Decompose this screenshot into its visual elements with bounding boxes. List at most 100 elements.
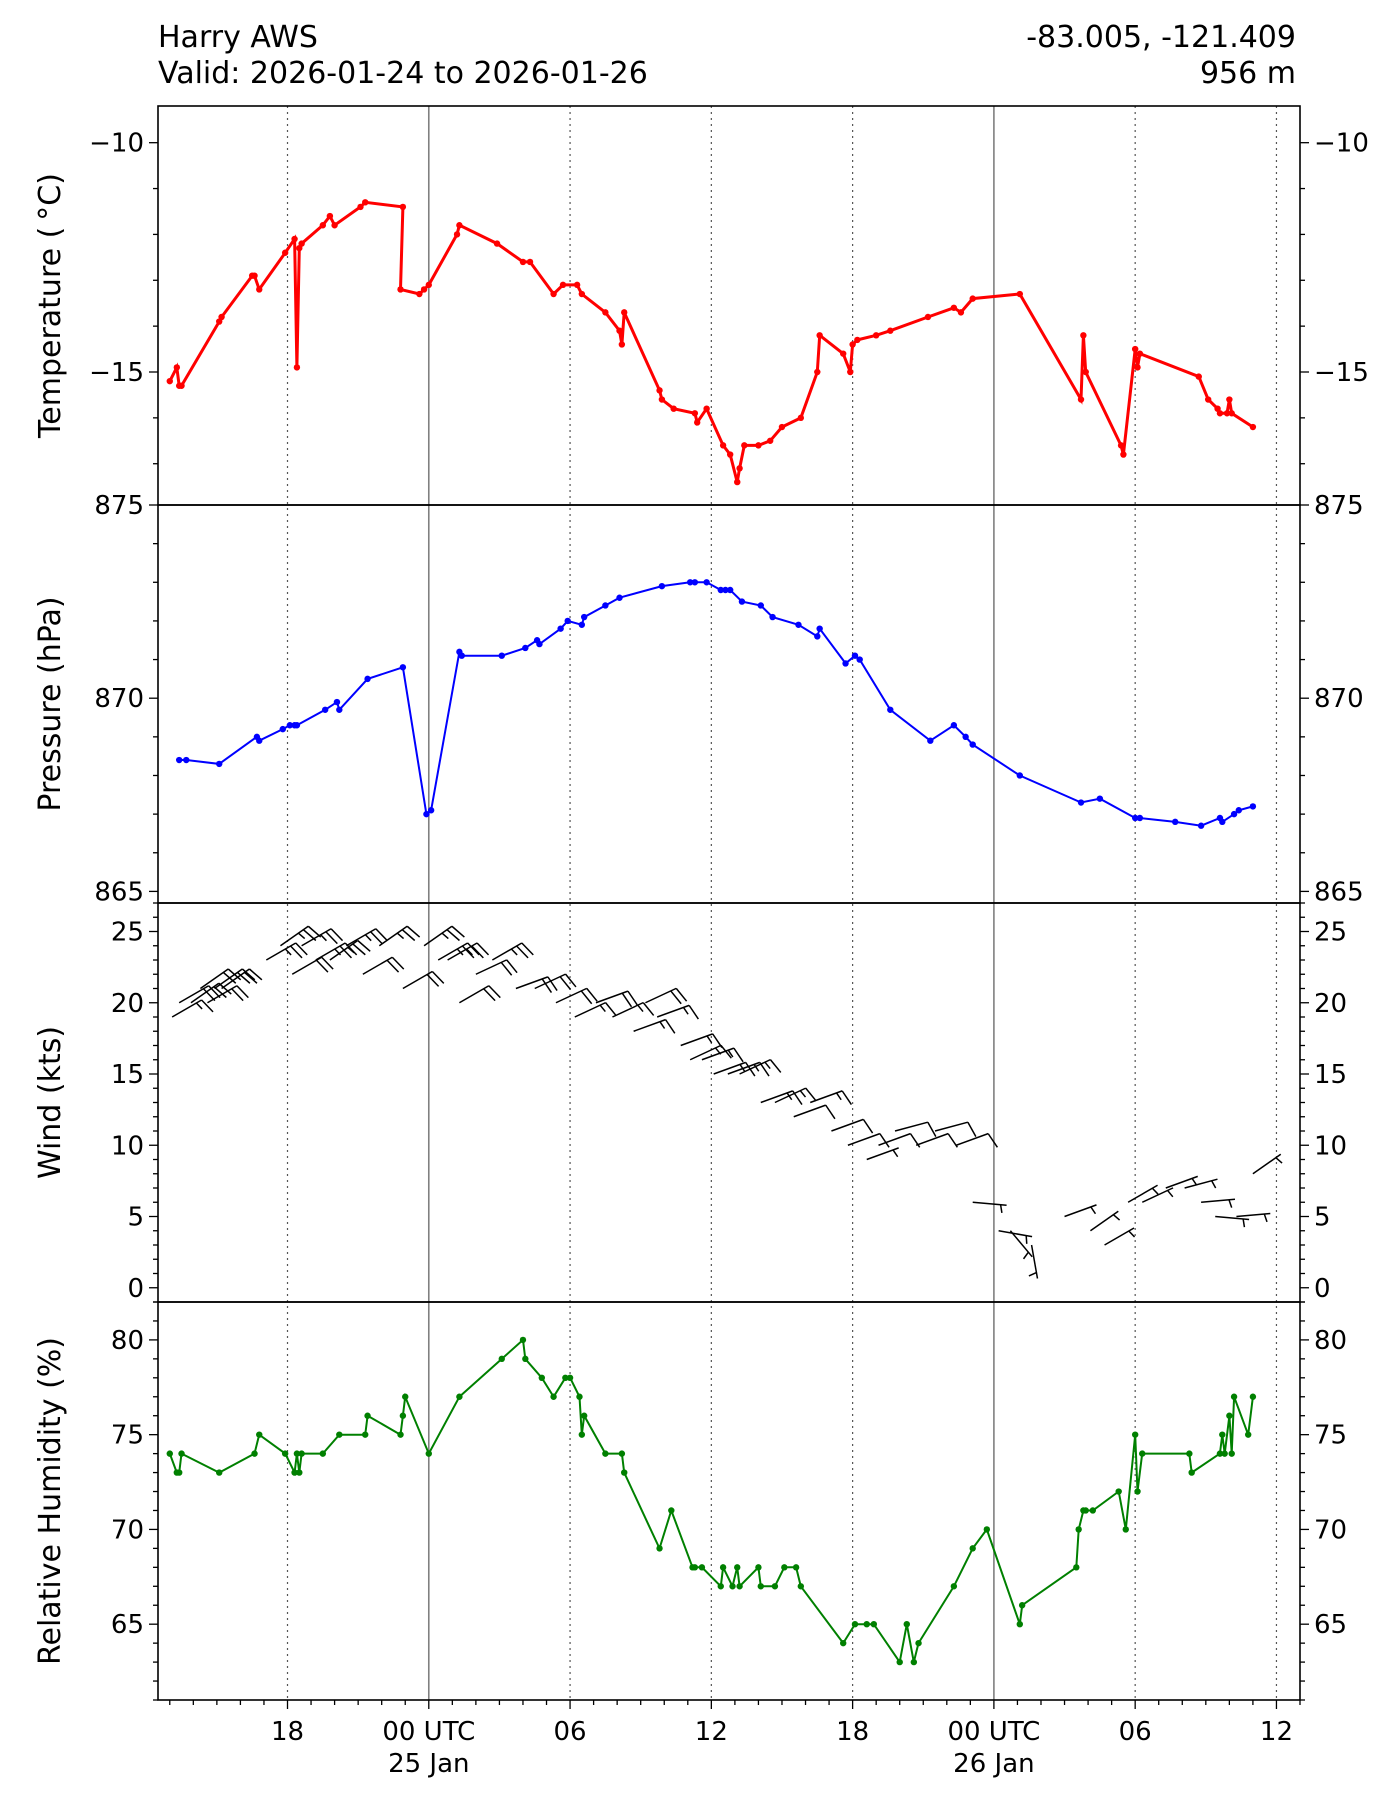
temperature-point bbox=[691, 410, 699, 417]
pressure-point bbox=[658, 582, 666, 590]
temperature-point bbox=[1136, 350, 1144, 357]
wind-barb-feather bbox=[339, 945, 353, 959]
humidity-point bbox=[910, 1658, 918, 1666]
wind-barb-shaft bbox=[689, 1044, 722, 1061]
pressure-point bbox=[717, 586, 724, 594]
wind-barb-feather bbox=[483, 988, 496, 1002]
temperature-point bbox=[658, 396, 666, 403]
humidity-point bbox=[983, 1526, 991, 1533]
wind-barb-shaft bbox=[459, 985, 490, 1004]
y-tick-label-right: 870 bbox=[1314, 684, 1364, 714]
wind-barb-shaft bbox=[595, 990, 629, 1004]
pressure-point bbox=[1197, 822, 1205, 829]
y-tick-label-right: 875 bbox=[1314, 491, 1364, 521]
wind-barb-half-feather bbox=[892, 1149, 899, 1158]
wind-barb bbox=[515, 976, 558, 994]
pressure-point bbox=[1131, 814, 1139, 822]
wind-barb bbox=[915, 1132, 958, 1148]
wind-barb-half-feather bbox=[284, 948, 292, 956]
humidity-panel-frame bbox=[157, 1301, 1301, 1701]
pressure-axis-label: Pressure (hPa) bbox=[33, 596, 68, 811]
wind-barb bbox=[315, 942, 358, 961]
wind-barb bbox=[491, 942, 534, 961]
humidity-point bbox=[691, 1564, 699, 1571]
wind-barb-feather bbox=[231, 988, 244, 1002]
y-tick-label: −15 bbox=[89, 358, 144, 388]
humidity-point bbox=[550, 1393, 557, 1400]
temperature-point bbox=[1117, 442, 1125, 449]
humidity-point bbox=[1244, 1431, 1252, 1438]
station-coords: -83.005, -121.409 bbox=[1026, 20, 1296, 55]
wind-barb-feather bbox=[248, 968, 263, 981]
pressure-point bbox=[321, 706, 329, 713]
wind-barb-feather bbox=[733, 1047, 744, 1063]
temperature-point bbox=[573, 281, 581, 289]
humidity-point bbox=[298, 1450, 305, 1457]
temperature-point bbox=[755, 442, 762, 449]
wind-barb-feather bbox=[357, 939, 371, 952]
wind-barb-feather bbox=[670, 990, 682, 1005]
temperature-point bbox=[887, 327, 894, 334]
temperature-point bbox=[298, 240, 305, 247]
wind-barb bbox=[866, 1147, 899, 1161]
y-tick-label: 75 bbox=[111, 1421, 144, 1451]
humidity-point bbox=[1139, 1450, 1146, 1457]
pressure-point bbox=[333, 698, 341, 706]
pressure-point bbox=[851, 652, 859, 659]
pressure-point bbox=[564, 617, 571, 625]
temperature-point bbox=[854, 336, 861, 344]
wind-barb bbox=[1184, 1178, 1218, 1189]
wind-barb-shaft bbox=[534, 973, 566, 990]
temperature-point bbox=[178, 382, 185, 389]
y-tick-label: 65 bbox=[111, 1610, 144, 1640]
wind-barb-feather bbox=[541, 978, 553, 994]
pressure-point bbox=[458, 652, 465, 659]
wind-barb-feather bbox=[467, 942, 480, 956]
wind-barb-shaft bbox=[972, 1201, 1007, 1206]
wind-barb-shaft bbox=[878, 1132, 911, 1146]
humidity-point bbox=[969, 1545, 976, 1552]
y-tick-label: 20 bbox=[111, 989, 144, 1019]
temperature-point bbox=[1080, 332, 1087, 339]
wind-barb bbox=[809, 1090, 853, 1105]
wind-barb-half-feather bbox=[297, 932, 306, 940]
wind-barb bbox=[402, 970, 445, 990]
wind-barb-half-feather bbox=[195, 1002, 203, 1010]
y-tick-label-right: −15 bbox=[1314, 358, 1369, 388]
y-tick-label-right: 865 bbox=[1314, 877, 1364, 907]
wind-barb-feather bbox=[516, 945, 529, 959]
wind-barb-feather bbox=[461, 945, 475, 959]
wind-barb-feather bbox=[605, 1002, 617, 1016]
wind-barb-feather bbox=[471, 945, 484, 959]
temperature-point bbox=[872, 332, 880, 339]
humidity-point bbox=[1016, 1620, 1023, 1628]
humidity-point bbox=[1219, 1431, 1226, 1438]
temperature-point bbox=[456, 222, 463, 229]
wind-barb bbox=[955, 1132, 999, 1148]
wind-barb-half-feather bbox=[1167, 1189, 1174, 1198]
wind-barb-half-feather bbox=[1128, 1230, 1136, 1238]
wind-barb-shaft bbox=[809, 1090, 843, 1104]
pressure-point bbox=[1219, 818, 1226, 826]
temperature-point bbox=[420, 286, 428, 293]
wind-barb-feather bbox=[213, 986, 227, 999]
wind-barb-half-feather bbox=[1112, 1214, 1121, 1221]
pressure-series-line bbox=[179, 581, 1254, 827]
wind-barb-feather bbox=[841, 1090, 853, 1105]
temperature-point bbox=[166, 377, 173, 385]
temperature-point bbox=[256, 286, 263, 293]
humidity-point bbox=[578, 1431, 586, 1438]
pressure-point bbox=[580, 613, 588, 621]
wind-barb bbox=[301, 928, 344, 947]
temperature-point bbox=[1223, 410, 1231, 417]
humidity-point bbox=[698, 1564, 706, 1571]
wind-barb bbox=[459, 985, 501, 1004]
y-tick-label-right: 25 bbox=[1314, 918, 1347, 948]
y-tick-label: 10 bbox=[111, 1131, 144, 1161]
temperature-point bbox=[602, 309, 609, 316]
temperature-point bbox=[357, 203, 364, 211]
wind-barb-feather bbox=[325, 931, 338, 945]
pressure-point bbox=[686, 579, 694, 586]
temperature-point bbox=[816, 332, 823, 339]
wind-barb-feather bbox=[627, 990, 638, 1006]
